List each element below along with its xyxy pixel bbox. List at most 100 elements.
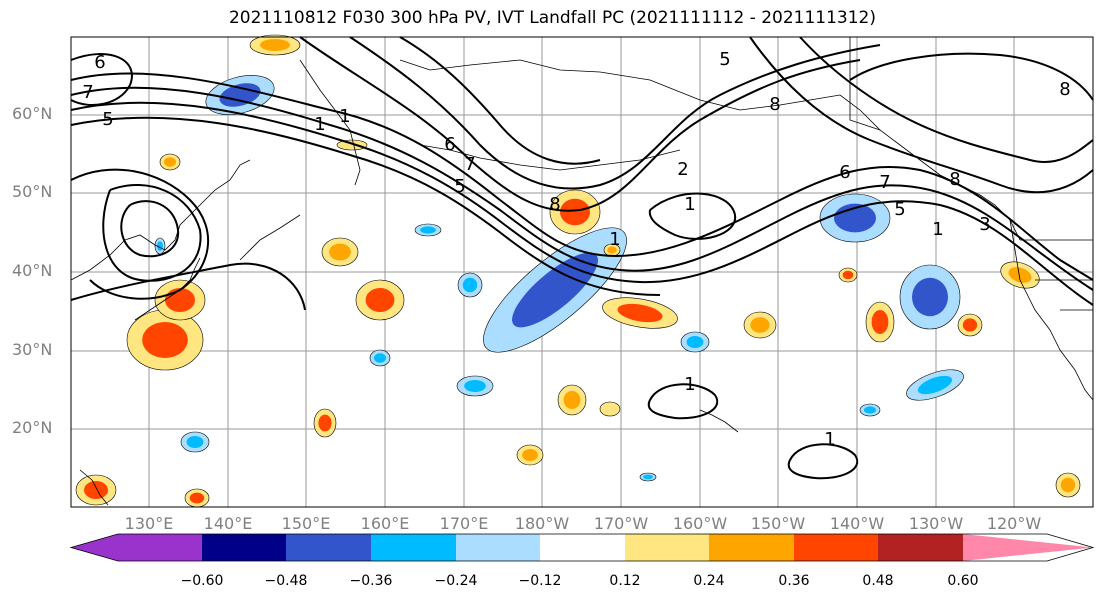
lat-label-50: 50°N [12,182,53,201]
border-alaska-canada [849,37,881,131]
pv-contour-label: 1 [609,229,620,250]
coastlines [70,37,1094,506]
ivt-shade-core [164,157,176,167]
ivt-shade-core [157,241,163,251]
pv-contour-line [749,36,1094,194]
lon-label-140w: 140°W [829,514,885,533]
lon-label-150w: 150°W [750,514,806,533]
pv-contour-line [102,184,202,282]
ivt-shade-core [420,226,436,234]
pv-contour-label: 1 [684,374,695,395]
colorbar-extend-low [71,534,202,561]
ivt-shading [75,34,1081,508]
pv-contour-label: 6 [444,134,455,155]
colorbar-segment [286,534,371,561]
ivt-shade-core [1060,477,1076,493]
pv-contour-label: 5 [454,176,465,197]
lat-label-40: 40°N [12,261,53,280]
ivt-shade-core [464,380,486,392]
colorbar-segment [371,534,456,561]
ivt-shade-core [643,474,653,480]
pv-contour-line [299,36,861,212]
colorbar-label-036: 0.36 [778,573,810,589]
pv-contour-label: 5 [719,49,730,70]
lon-label-180w: 180°W [514,514,570,533]
ivt-shade-core [142,322,188,358]
lat-label-60: 60°N [12,104,53,123]
ivt-shade-core [219,83,261,107]
pv-contour-label: 5 [894,199,905,220]
colorbar-segment [625,534,709,561]
pv-contour-label: 1 [314,114,325,135]
colorbar-label-012: 0.12 [609,573,641,589]
lon-label-150e: 150°E [281,514,331,533]
colorbar-label-m024: −0.24 [434,573,478,589]
pv-contour-label: 8 [769,94,780,115]
coast-aleutians [419,144,681,171]
lon-label-170w: 170°W [593,514,649,533]
colorbar-label-024: 0.24 [693,573,725,589]
pv-contour-line [787,443,859,480]
lon-label-160e: 160°E [360,514,410,533]
pv-contour-label: 7 [464,154,475,175]
colorbar-label-060: 0.60 [947,573,979,589]
ivt-shade-core [560,198,590,226]
coast-philippines [79,469,109,506]
ivt-shade-core [165,288,195,312]
border-states [1035,279,1093,311]
coast-asia-east [70,159,251,281]
pv-contours [70,36,1094,480]
pv-contour-label: 1 [932,219,943,240]
map-frame [70,36,1094,508]
pv-contour-label: 1 [684,194,695,215]
pv-contour-label: 1 [824,429,835,450]
pv-contour-line [70,86,1094,291]
colorbar-extend-high [963,534,1093,561]
colorbar-label-m060: −0.60 [180,573,224,589]
coast-kamchatka [299,59,361,186]
pv-contour-line [70,72,1094,281]
colorbar-segment [878,534,963,561]
ivt-shade-core [864,406,876,414]
colorbar-label-m048: −0.48 [264,573,308,589]
pv-contour-label: 1 [339,106,350,127]
ivt-shade-core [563,391,581,409]
colorbar-segment [202,534,286,561]
ivt-shade-core [962,318,978,332]
lon-label-120w: 120°W [986,514,1042,533]
pv-contour-label: 6 [94,52,105,73]
colorbar-segment [540,534,625,561]
pv-contour-label: 7 [879,172,890,193]
pv-contour-label: 6 [839,162,850,183]
lon-label-140e: 140°E [203,514,253,533]
coast-na-west [1009,219,1094,401]
ivt-shade-core [343,142,361,148]
lon-label-170e: 170°E [439,514,489,533]
pv-contour-line [70,53,133,106]
ivt-shade-core [462,277,478,293]
ivt-shade-core [374,353,386,363]
pv-contour-line [647,383,719,420]
coast-kuril [239,214,301,261]
pv-contour-line [70,116,661,296]
pv-contour-line [70,262,306,311]
pv-contour-line [70,168,209,300]
colorbar-outline [69,533,1095,562]
lon-label-130w: 130°W [908,514,964,533]
gridlines [71,37,1093,507]
pv-contour-label: 2 [677,159,688,180]
coast-hawaii [699,409,739,433]
ivt-shade-core [84,481,108,499]
ivt-shade-core [842,270,854,280]
ivt-shade-core [912,277,948,317]
lon-label-130e: 130°E [124,514,174,533]
pv-contour-label: 5 [102,109,113,130]
lon-label-160w: 160°W [672,514,728,533]
ivt-shade-core [604,404,616,414]
pv-contour-line [120,200,180,258]
colorbar-label-048: 0.48 [862,573,894,589]
colorbar-segment [794,534,878,561]
ivt-shade-core [318,414,332,432]
ivt-shade-core [329,243,351,261]
